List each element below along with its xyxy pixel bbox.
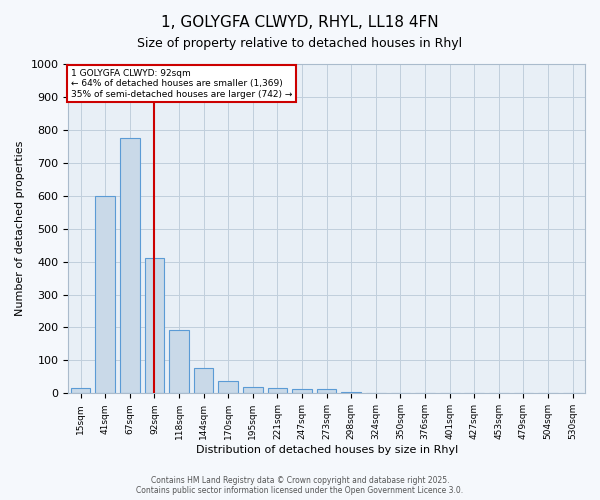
Bar	[71, 388, 91, 394]
Bar	[218, 381, 238, 394]
X-axis label: Distribution of detached houses by size in Rhyl: Distribution of detached houses by size …	[196, 445, 458, 455]
Bar	[243, 387, 263, 394]
Text: Contains HM Land Registry data © Crown copyright and database right 2025.
Contai: Contains HM Land Registry data © Crown c…	[136, 476, 464, 495]
Text: Size of property relative to detached houses in Rhyl: Size of property relative to detached ho…	[137, 38, 463, 51]
Bar	[317, 390, 337, 394]
Bar	[268, 388, 287, 394]
Text: 1 GOLYGFA CLWYD: 92sqm
← 64% of detached houses are smaller (1,369)
35% of semi-: 1 GOLYGFA CLWYD: 92sqm ← 64% of detached…	[71, 69, 292, 98]
Bar	[194, 368, 214, 394]
Bar	[169, 330, 189, 394]
Y-axis label: Number of detached properties: Number of detached properties	[15, 141, 25, 316]
Bar	[120, 138, 140, 394]
Text: 1, GOLYGFA CLWYD, RHYL, LL18 4FN: 1, GOLYGFA CLWYD, RHYL, LL18 4FN	[161, 15, 439, 30]
Bar	[95, 196, 115, 394]
Bar	[145, 258, 164, 394]
Bar	[341, 392, 361, 394]
Bar	[292, 390, 312, 394]
